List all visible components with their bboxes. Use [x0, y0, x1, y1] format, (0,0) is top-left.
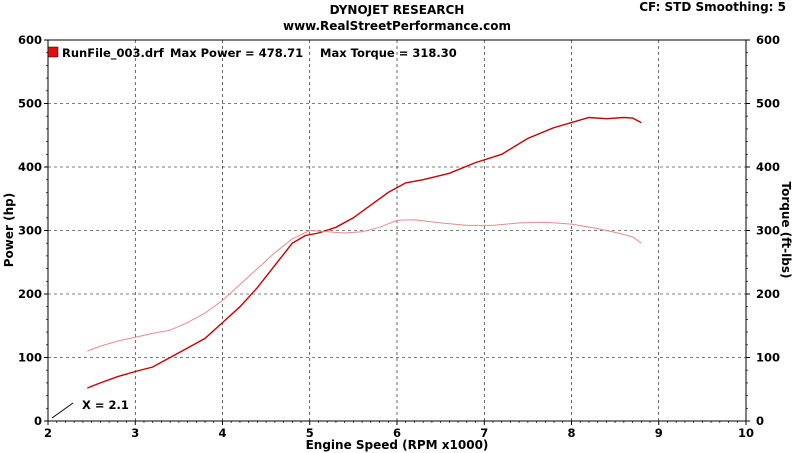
x-axis-label: Engine Speed (RPM x1000)	[306, 438, 489, 452]
x-tick-labels: 2 3 4 5 6 7 8 9 10	[44, 426, 754, 440]
y2-tick-label: 200	[756, 287, 780, 301]
x-tick-label: 6	[393, 426, 401, 440]
legend-max-torque: Max Torque = 318.30	[320, 46, 457, 60]
torque-series-line	[87, 219, 642, 352]
y2-tick-label: 300	[756, 224, 780, 238]
x-tick-label: 3	[131, 426, 139, 440]
y2-tick-label: 0	[756, 414, 764, 428]
y2-tick-label: 400	[756, 160, 780, 174]
y2-tick-label: 600	[756, 33, 780, 47]
y-tick-label: 0	[34, 414, 42, 428]
x-tick-label: 5	[306, 426, 314, 440]
x-tick-label: 2	[44, 426, 52, 440]
y-axis-label: Power (hp)	[2, 193, 16, 267]
y-tick-label: 400	[18, 160, 42, 174]
power-series-line	[87, 116, 642, 389]
legend-swatch	[47, 46, 59, 58]
annotation-pointer	[51, 402, 74, 419]
x-tick-label: 4	[218, 426, 226, 440]
chart-title: DYNOJET RESEARCH	[329, 3, 465, 17]
settings-readout: CF: STD Smoothing: 5	[639, 0, 786, 14]
x-tick-label: 7	[480, 426, 488, 440]
x-tick-label: 8	[567, 426, 575, 440]
y2-tick-label: 500	[756, 97, 780, 111]
axis-ticks	[44, 39, 750, 425]
y-tick-labels: 0 100 200 300 400 500 600	[18, 33, 42, 428]
y-tick-label: 600	[18, 33, 42, 47]
chart-subtitle: www.RealStreetPerformance.com	[283, 19, 511, 33]
y-tick-label: 500	[18, 97, 42, 111]
legend-max-power: Max Power = 478.71	[170, 46, 303, 60]
y2-tick-label: 100	[756, 351, 780, 365]
y2-tick-labels: 0 100 200 300 400 500 600	[756, 33, 780, 428]
annotation-label: X = 2.1	[82, 398, 129, 412]
legend-file: RunFile_003.drf	[62, 46, 165, 61]
y2-axis-label: Torque (ft-lbs)	[779, 182, 793, 279]
grid-lines	[48, 40, 746, 421]
y-tick-label: 200	[18, 287, 42, 301]
y-tick-label: 100	[18, 351, 42, 365]
y-tick-label: 300	[18, 224, 42, 238]
x-tick-label: 10	[738, 426, 754, 440]
x-tick-label: 9	[655, 426, 663, 440]
